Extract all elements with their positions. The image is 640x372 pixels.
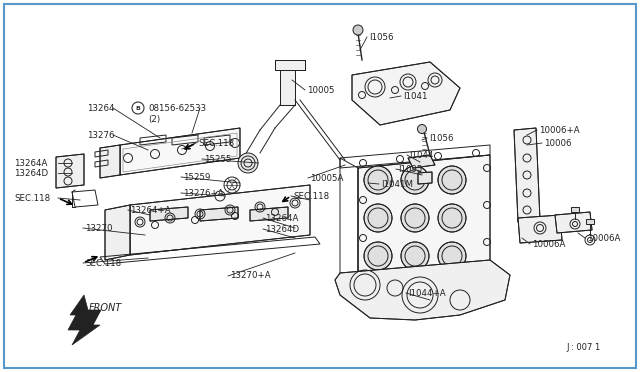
Polygon shape xyxy=(514,128,540,222)
Circle shape xyxy=(417,125,426,134)
Polygon shape xyxy=(571,207,579,212)
Polygon shape xyxy=(250,207,288,221)
Polygon shape xyxy=(100,145,120,178)
Text: 13264+A: 13264+A xyxy=(130,205,171,215)
Polygon shape xyxy=(418,172,432,184)
Text: 13270: 13270 xyxy=(85,224,113,232)
Text: 10006+A: 10006+A xyxy=(539,125,580,135)
Circle shape xyxy=(401,242,429,270)
Text: I1044: I1044 xyxy=(409,151,433,160)
Text: 13264: 13264 xyxy=(88,103,115,112)
Text: 13264A: 13264A xyxy=(265,214,298,222)
Text: SEC.118: SEC.118 xyxy=(198,138,234,148)
Text: 13264A: 13264A xyxy=(14,158,47,167)
Text: 13264D: 13264D xyxy=(265,224,299,234)
Circle shape xyxy=(364,242,392,270)
Text: SEC.118: SEC.118 xyxy=(85,259,121,267)
Text: 10005A: 10005A xyxy=(310,173,344,183)
Text: 15255: 15255 xyxy=(204,154,232,164)
Polygon shape xyxy=(586,219,594,224)
Text: 13276+A: 13276+A xyxy=(183,189,223,198)
Text: 10005: 10005 xyxy=(307,86,335,94)
Text: SEC.118: SEC.118 xyxy=(14,193,50,202)
Circle shape xyxy=(364,166,392,194)
Circle shape xyxy=(438,204,466,232)
Text: J : 007 1: J : 007 1 xyxy=(566,343,600,353)
Circle shape xyxy=(438,166,466,194)
Text: 08156-62533: 08156-62533 xyxy=(148,103,206,112)
Polygon shape xyxy=(56,154,84,188)
Polygon shape xyxy=(275,60,305,70)
Text: 10006A: 10006A xyxy=(587,234,620,243)
Circle shape xyxy=(401,204,429,232)
Polygon shape xyxy=(408,155,435,168)
Text: I1056: I1056 xyxy=(369,32,394,42)
Text: 13270+A: 13270+A xyxy=(230,272,271,280)
Polygon shape xyxy=(200,207,238,221)
Text: I1056: I1056 xyxy=(429,134,454,142)
Text: 10006: 10006 xyxy=(544,138,572,148)
Text: 13264D: 13264D xyxy=(14,169,48,177)
Text: I1041M: I1041M xyxy=(381,180,413,189)
Text: I1044+A: I1044+A xyxy=(408,289,445,298)
Text: 10006A: 10006A xyxy=(532,240,565,248)
Polygon shape xyxy=(555,212,592,233)
Text: I1041: I1041 xyxy=(403,92,428,100)
Polygon shape xyxy=(518,215,562,243)
Polygon shape xyxy=(352,62,460,125)
Text: I1095: I1095 xyxy=(398,164,422,173)
Circle shape xyxy=(401,166,429,194)
Polygon shape xyxy=(105,205,130,260)
Polygon shape xyxy=(335,260,510,320)
Text: (2): (2) xyxy=(148,115,160,124)
Polygon shape xyxy=(280,68,295,105)
Text: FRONT: FRONT xyxy=(89,303,122,313)
Text: 13276: 13276 xyxy=(88,131,115,140)
Circle shape xyxy=(238,153,258,173)
Circle shape xyxy=(438,242,466,270)
Polygon shape xyxy=(120,128,240,175)
Circle shape xyxy=(364,204,392,232)
Polygon shape xyxy=(150,207,188,221)
Text: B: B xyxy=(136,106,140,110)
Text: 15259: 15259 xyxy=(183,173,211,182)
Polygon shape xyxy=(68,295,101,345)
Text: SEC.118: SEC.118 xyxy=(293,192,329,201)
Circle shape xyxy=(353,25,363,35)
Polygon shape xyxy=(358,155,490,283)
Polygon shape xyxy=(130,185,310,255)
